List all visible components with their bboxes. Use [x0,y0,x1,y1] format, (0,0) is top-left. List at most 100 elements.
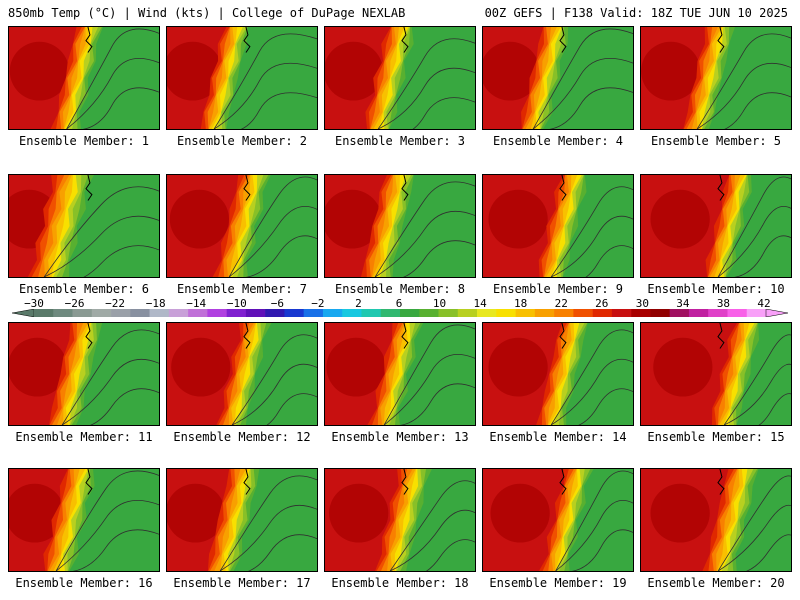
colorbar-tick-label: 38 [716,297,731,310]
member-label: Ensemble Member: 15 [647,430,785,444]
member-label: Ensemble Member: 20 [647,576,785,590]
colorbar-tick-label: −30 [24,297,44,310]
member-label: Ensemble Member: 18 [331,576,469,590]
colorbar-segment [284,309,304,317]
temperature-field [9,27,159,129]
temperature-field [641,469,791,571]
temperature-colorbar [12,309,788,317]
ensemble-member-map [482,174,634,278]
ensemble-member-map [8,174,160,278]
colorbar-tick-label: 26 [595,297,609,310]
ensemble-member-map [166,174,318,278]
colorbar-segment [361,309,382,317]
ensemble-member-map [166,26,318,130]
colorbar-segment [400,309,420,317]
member-label: Ensemble Member: 19 [489,576,627,590]
ensemble-member-map [324,174,476,278]
colorbar-segment [111,309,131,317]
colorbar-segment [303,309,324,317]
member-label: Ensemble Member: 8 [334,282,466,296]
ensemble-member-map [166,322,318,426]
ensemble-member-map [482,26,634,130]
colorbar-tick-label: 30 [635,297,649,310]
member-label: Ensemble Member: 16 [15,576,153,590]
colorbar-segment [188,309,208,317]
colorbar-segment [592,309,613,317]
temperature-field [9,469,159,571]
member-label: Ensemble Member: 10 [647,282,785,296]
colorbar-segment [573,309,593,317]
member-label: Ensemble Member: 3 [334,134,466,148]
ensemble-member-map [324,322,476,426]
colorbar-tick-label: 22 [554,297,568,310]
colorbar-segment [149,309,170,317]
colorbar-segment [554,309,574,317]
temperature-field [641,323,791,425]
colorbar-tick-label: −2 [311,297,325,310]
temperature-field [483,469,633,571]
member-label: Ensemble Member: 11 [15,430,153,444]
member-label: Ensemble Member: 9 [492,282,624,296]
ensemble-member-map [482,468,634,572]
ensemble-member-map [640,174,792,278]
member-label: Ensemble Member: 1 [18,134,150,148]
colorbar-segment [515,309,536,317]
colorbar-segment [688,309,709,317]
member-label: Ensemble Member: 17 [173,576,311,590]
colorbar-segment [34,309,54,317]
member-label: Ensemble Member: 13 [331,430,469,444]
temperature-field [167,323,317,425]
temperature-field [325,323,475,425]
colorbar-segment [72,309,93,317]
colorbar-segment [496,309,516,317]
member-label: Ensemble Member: 6 [18,282,150,296]
temperature-field [325,27,475,129]
member-label: Ensemble Member: 2 [176,134,308,148]
colorbar-segment [322,309,343,317]
colorbar-segment [708,309,728,317]
ensemble-member-map [324,26,476,130]
colorbar-segment [265,309,285,317]
temperature-field [9,175,159,277]
colorbar-segment [380,309,401,317]
colorbar-tick-label: −14 [186,297,207,310]
temperature-field [641,27,791,129]
colorbar-segment [419,309,439,317]
temperature-field [167,27,317,129]
member-label: Ensemble Member: 5 [650,134,782,148]
colorbar-segment [245,309,266,317]
colorbar-segment [746,309,767,317]
colorbar-segment [342,309,362,317]
colorbar-tick-label: −6 [270,297,284,310]
colorbar-segment [631,309,651,317]
temperature-field [325,469,475,571]
ensemble-member-map [640,322,792,426]
ensemble-member-map [482,322,634,426]
colorbar-segment [130,309,150,317]
temperature-field [9,323,159,425]
colorbar-tick-label: 10 [432,297,447,310]
colorbar-tick-label: 6 [395,297,403,310]
member-label: Ensemble Member: 12 [173,430,311,444]
colorbar-segment [477,309,497,317]
member-label: Ensemble Member: 7 [176,282,308,296]
ensemble-member-map [8,26,160,130]
colorbar-tick-label: 14 [473,297,487,310]
temperature-field [483,175,633,277]
temperature-field [641,175,791,277]
ensemble-member-map [640,26,792,130]
ensemble-member-map [166,468,318,572]
colorbar-segment [669,309,690,317]
colorbar-right-arrow [765,309,788,317]
temperature-field [325,175,475,277]
colorbar-segment [226,309,247,317]
temperature-field [483,323,633,425]
colorbar-tick-label: 34 [676,297,690,310]
colorbar-tick-label: 42 [757,297,771,310]
colorbar-segment [53,309,73,317]
colorbar-tick-label: −26 [64,297,85,310]
temperature-field [167,469,317,571]
ensemble-member-map [640,468,792,572]
colorbar-segment [650,309,670,317]
member-label: Ensemble Member: 4 [492,134,624,148]
